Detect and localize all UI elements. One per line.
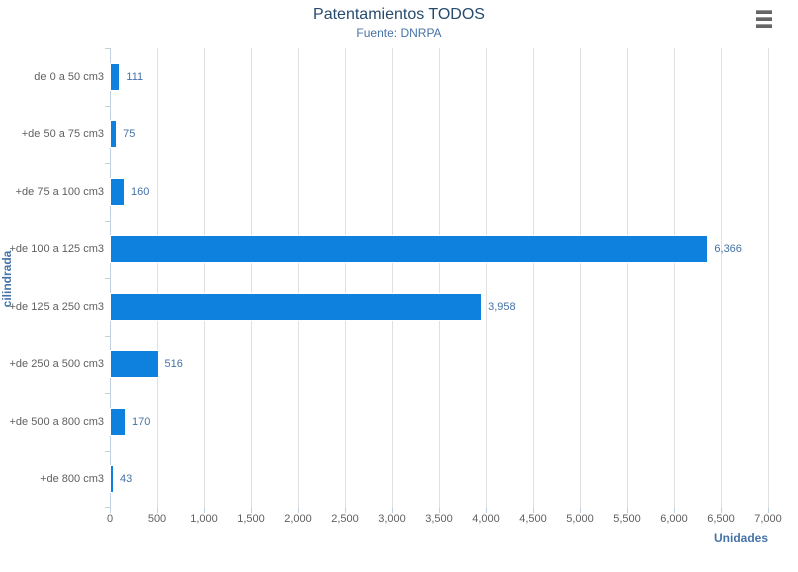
data-label: 160 (131, 185, 150, 198)
y-axis-tickmark (105, 163, 110, 164)
x-axis-tick-labels: 0 500 1,000 1,500 2,000 2,500 3,000 3,500 4,000 4… (106, 513, 782, 529)
gridline (298, 48, 299, 508)
x-tick-label: 3,000 (378, 513, 406, 525)
x-axis-tickmark (627, 508, 628, 513)
category-label: +de 250 a 500 cm3 (9, 358, 105, 371)
x-axis-tickmark (251, 508, 252, 513)
bar--de-500-a-800-cm3[interactable] (110, 407, 126, 436)
chart-title: Patentamientos TODOS (313, 6, 485, 23)
x-tick-label: 4,500 (519, 513, 547, 525)
x-axis-tickmark (110, 508, 111, 513)
y-axis-line (110, 48, 111, 508)
x-tick-label: 4,000 (472, 513, 500, 525)
data-label: 6,366 (714, 243, 742, 256)
gridline (204, 48, 205, 508)
x-tick-label: 1,500 (237, 513, 265, 525)
x-tick-label: 7,000 (754, 513, 782, 525)
x-axis-tickmark (674, 508, 675, 513)
data-label: 111 (126, 70, 144, 83)
hamburger-icon (756, 24, 772, 28)
data-label: 516 (164, 358, 183, 371)
gridline (674, 48, 675, 508)
x-tick-label: 2,000 (284, 513, 312, 525)
gridline (721, 48, 722, 508)
gridline (768, 48, 769, 508)
y-axis-tickmark (105, 393, 110, 394)
y-axis-tickmark (105, 507, 110, 508)
x-tick-label: 3,500 (425, 513, 453, 525)
x-tick-label: 6,000 (660, 513, 688, 525)
data-label: 75 (123, 128, 136, 141)
x-axis-tickmark (580, 508, 581, 513)
category-label: +de 500 a 800 cm3 (9, 415, 105, 428)
data-label: 170 (132, 415, 151, 428)
category-label: +de 125 a 250 cm3 (9, 300, 105, 313)
y-axis-tickmark (105, 105, 110, 107)
bar-de-0-a-50-cm3[interactable] (110, 62, 121, 91)
x-axis-tickmark (157, 508, 158, 513)
y-axis-tickmark (105, 335, 110, 337)
x-tick-label: 6,500 (707, 513, 735, 525)
x-axis-tickmark (768, 508, 769, 513)
x-axis-tickmark (345, 508, 346, 513)
x-tick-label: 1,000 (190, 513, 218, 525)
export-menu-button[interactable] (752, 8, 776, 30)
y-axis-tickmark (105, 450, 110, 452)
x-axis-tickmark (486, 508, 487, 513)
x-tick-label: 5,500 (613, 513, 641, 525)
bar--de-125-a-250-cm3[interactable] (110, 292, 483, 321)
bar--de-800-cm3[interactable] (110, 465, 114, 494)
x-axis-tickmark (298, 508, 299, 513)
x-axis-tickmark (439, 508, 440, 513)
bar--de-75-a-100-cm3[interactable] (110, 177, 125, 206)
x-axis-title: Unidades (713, 531, 768, 545)
plot-area: 111 75 160 6,366 3,958 516 170 43 (105, 48, 769, 513)
chart-subtitle: Fuente: DNRPA (356, 26, 442, 40)
gridline (580, 48, 581, 508)
x-axis-tickmark (533, 508, 534, 513)
y-axis-tickmark (105, 278, 110, 279)
data-label: 3,958 (488, 300, 516, 313)
x-tick-label: 0 (106, 513, 114, 525)
hamburger-icon (756, 17, 772, 21)
y-axis-tickmark (105, 220, 110, 222)
bar--de-50-a-75-cm3[interactable] (110, 120, 117, 149)
x-tick-label: 2,500 (331, 513, 359, 525)
category-label: +de 75 a 100 cm3 (15, 185, 104, 198)
data-label: 43 (120, 473, 133, 486)
y-axis-tickmark (105, 48, 110, 49)
gridline (345, 48, 346, 508)
gridline (439, 48, 440, 508)
gridline (157, 48, 158, 508)
category-label: +de 50 a 75 cm3 (21, 128, 104, 141)
bar--de-250-a-500-cm3[interactable] (110, 350, 159, 379)
bar--de-100-a-125-cm3[interactable] (110, 235, 709, 264)
category-axis-labels: de 0 a 50 cm3 +de 50 a 75 cm3 +de 75 a 100… (0, 48, 105, 508)
x-tick-label: 5,000 (566, 513, 594, 525)
gridline (392, 48, 393, 508)
x-tick-label: 500 (147, 513, 167, 525)
gridline (486, 48, 487, 508)
x-axis-tickmark (392, 508, 393, 513)
category-label: +de 800 cm3 (40, 473, 104, 486)
gridline (251, 48, 252, 508)
hamburger-icon (756, 10, 772, 14)
category-label: +de 100 a 125 cm3 (9, 243, 105, 256)
gridline (533, 48, 534, 508)
x-axis-tickmark (721, 508, 722, 513)
category-label: de 0 a 50 cm3 (34, 70, 104, 83)
gridline (627, 48, 628, 508)
x-axis-tickmark (204, 508, 205, 513)
